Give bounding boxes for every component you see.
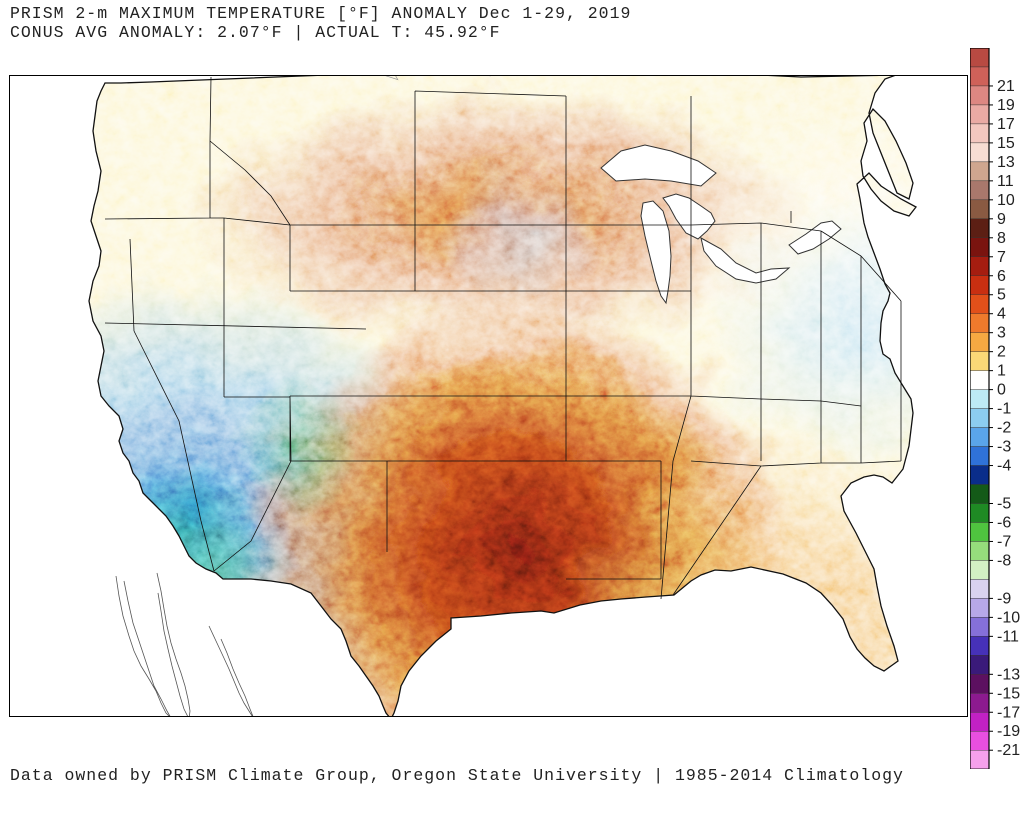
svg-text:17: 17	[997, 116, 1015, 133]
svg-text:1: 1	[997, 362, 1006, 379]
svg-text:-15: -15	[997, 685, 1020, 702]
svg-text:-3: -3	[997, 438, 1011, 455]
svg-text:10: 10	[997, 192, 1015, 209]
svg-text:9: 9	[997, 211, 1006, 228]
svg-text:-17: -17	[997, 704, 1020, 721]
svg-text:4: 4	[997, 306, 1006, 323]
svg-text:3: 3	[997, 324, 1006, 341]
svg-text:2: 2	[997, 343, 1006, 360]
svg-text:-13: -13	[997, 666, 1020, 683]
svg-text:-9: -9	[997, 590, 1011, 607]
svg-text:-4: -4	[997, 457, 1011, 474]
svg-text:0: 0	[997, 381, 1006, 398]
svg-text:-7: -7	[997, 533, 1011, 550]
svg-text:6: 6	[997, 268, 1006, 285]
svg-text:-8: -8	[997, 552, 1011, 569]
svg-text:-10: -10	[997, 609, 1020, 626]
svg-text:-11: -11	[997, 628, 1019, 645]
svg-text:-2: -2	[997, 419, 1011, 436]
svg-text:-5: -5	[997, 495, 1011, 512]
svg-text:-6: -6	[997, 514, 1011, 531]
svg-text:8: 8	[997, 230, 1006, 247]
svg-text:11: 11	[997, 173, 1014, 190]
svg-text:-19: -19	[997, 723, 1020, 740]
svg-text:19: 19	[997, 97, 1015, 114]
svg-text:13: 13	[997, 154, 1015, 171]
svg-text:-1: -1	[997, 400, 1011, 417]
svg-text:15: 15	[997, 135, 1015, 152]
svg-text:7: 7	[997, 249, 1006, 266]
svg-text:21: 21	[997, 78, 1015, 95]
svg-text:5: 5	[997, 287, 1006, 304]
svg-text:-21: -21	[997, 742, 1020, 759]
